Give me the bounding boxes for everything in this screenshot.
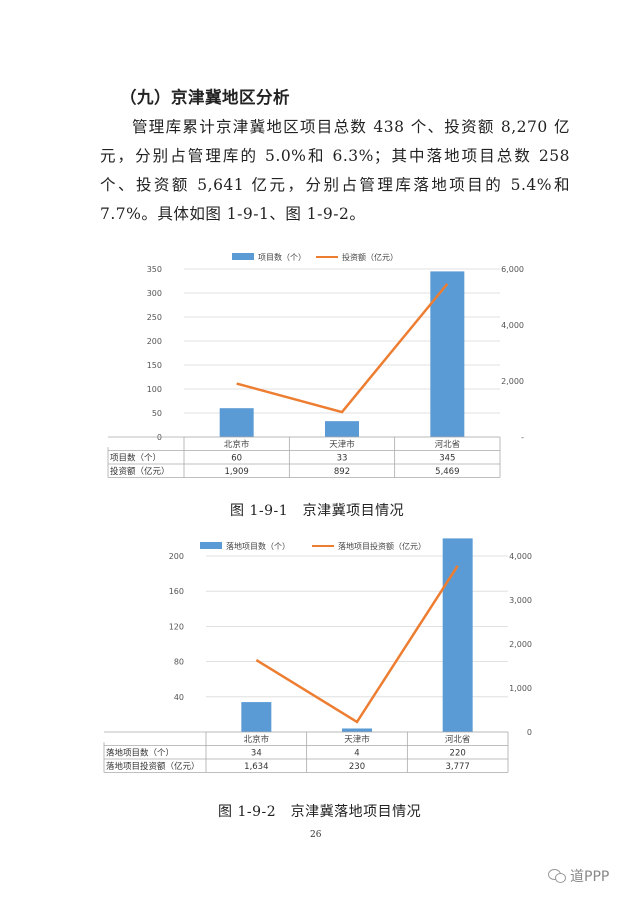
chart-landed-projects-svg: 落地项目数（个） 落地项目投资额（亿元） 40 80 120 160 200 0 1,000 2,… <box>103 538 532 773</box>
watermark-text: 道PPP <box>570 869 610 885</box>
y-right-tick-label: 0 <box>527 728 532 737</box>
table-cell: 1,909 <box>224 467 248 477</box>
table-cell: 34 <box>251 749 262 759</box>
y-left-tick-label: 80 <box>174 658 184 667</box>
legend-swatch-bar <box>232 253 254 260</box>
y-left-tick-label: 300 <box>147 289 162 298</box>
table-cell: 5,469 <box>435 467 459 477</box>
legend-swatch-bar <box>200 542 222 549</box>
table-row-header: 投资额（亿元） <box>110 466 170 477</box>
y-left-tick-label: 160 <box>169 587 184 596</box>
table-cell: 60 <box>231 454 242 464</box>
table-row-header: 项目数（个） <box>110 453 161 464</box>
legend-label: 项目数（个） <box>258 252 306 262</box>
x-category-label: 北京市 <box>224 439 250 450</box>
chat-bubbles-icon <box>548 869 566 883</box>
y-left-tick-label: 120 <box>169 622 184 631</box>
bar <box>430 271 465 437</box>
table-cell: 230 <box>349 762 365 772</box>
y-left-tick-label: 350 <box>147 265 162 274</box>
y-right-tick-label: 3,000 <box>509 596 532 605</box>
bar <box>219 408 254 437</box>
x-category-label: 北京市 <box>244 734 270 745</box>
y-left-tick-label: 200 <box>169 552 184 561</box>
figure-caption-1: 图 1-9-1 京津冀项目情况 <box>230 503 405 519</box>
y-right-tick-label: 4,000 <box>509 552 532 561</box>
y-left-tick-label: 150 <box>147 361 162 370</box>
chart-projects-svg: 项目数（个） 投资额（亿元） 0 50 100 150 200 250 300 350 - 2,000… <box>107 252 524 478</box>
x-category-label: 河北省 <box>435 439 461 450</box>
figure-caption-2: 图 1-9-2 京津冀落地项目情况 <box>218 804 422 820</box>
y-right-tick-label: - <box>521 433 524 442</box>
section-heading: （九）京津冀地区分析 <box>120 88 290 107</box>
series-line <box>255 565 459 724</box>
y-right-tick-label: 4,000 <box>501 321 524 330</box>
y-right-tick-label: 2,000 <box>509 640 532 649</box>
x-category-label: 天津市 <box>344 734 370 745</box>
x-category-label: 河北省 <box>445 734 471 745</box>
bar <box>241 702 272 732</box>
y-left-tick-label: 40 <box>174 693 184 702</box>
x-category-label: 天津市 <box>329 439 355 450</box>
y-left-tick-label: 0 <box>157 433 162 442</box>
legend-label: 落地项目数（个） <box>226 541 290 551</box>
legend-label: 落地项目投资额（亿元） <box>338 541 426 551</box>
table-cell: 33 <box>337 454 348 464</box>
bar <box>342 728 372 732</box>
bar <box>325 421 359 437</box>
table-row-header: 落地项目投资额（亿元） <box>106 761 200 772</box>
y-right-tick-label: 2,000 <box>501 377 524 386</box>
table-cell: 1,634 <box>244 762 268 772</box>
legend-label: 投资额（亿元） <box>342 252 398 262</box>
chart-landed-projects: 落地项目数（个） 落地项目投资额（亿元） 40 80 120 160 200 0 1,000 2,… <box>0 535 636 780</box>
chart-projects: 项目数（个） 投资额（亿元） 0 50 100 150 200 250 300 350 - 2,000… <box>0 248 636 488</box>
table-cell: 345 <box>439 454 455 464</box>
series-line <box>236 283 449 414</box>
page-number: 26 <box>310 830 322 840</box>
body-paragraph: 管理库累计京津冀地区项目总数 438 个、投资额 8,270 亿元，分别占管理库… <box>100 118 570 223</box>
y-left-tick-label: 200 <box>147 337 162 346</box>
watermark: 道PPP <box>548 866 609 886</box>
y-right-tick-label: 1,000 <box>509 684 532 693</box>
table-cell: 220 <box>450 749 466 759</box>
table-cell: 4 <box>354 749 359 759</box>
y-right-tick-label: 6,000 <box>501 265 524 274</box>
table-cell: 3,777 <box>445 762 469 772</box>
bar <box>442 538 473 732</box>
table-cell: 892 <box>334 467 350 477</box>
y-left-tick-label: 250 <box>147 313 162 322</box>
y-left-tick-label: 50 <box>152 409 162 418</box>
table-row-header: 落地项目数（个） <box>106 748 174 759</box>
y-left-tick-label: 100 <box>147 385 162 394</box>
